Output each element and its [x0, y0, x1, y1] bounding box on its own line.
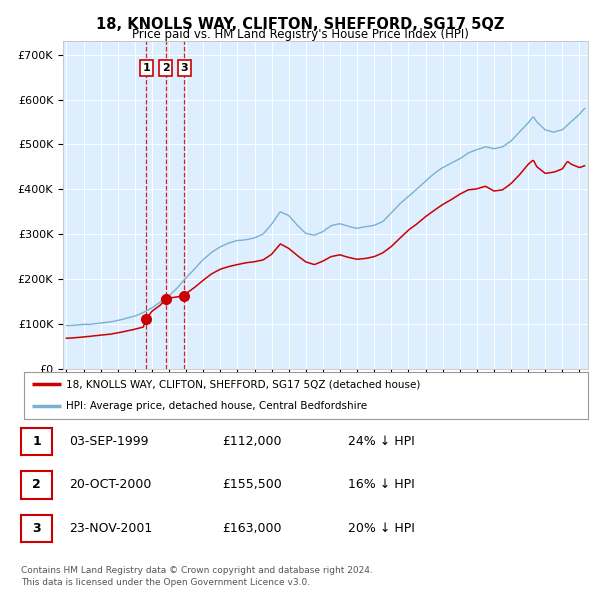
Text: £112,000: £112,000	[222, 435, 281, 448]
Text: 03-SEP-1999: 03-SEP-1999	[69, 435, 149, 448]
Text: 18, KNOLLS WAY, CLIFTON, SHEFFORD, SG17 5QZ (detached house): 18, KNOLLS WAY, CLIFTON, SHEFFORD, SG17 …	[66, 379, 421, 389]
Text: 23-NOV-2001: 23-NOV-2001	[69, 522, 152, 535]
Text: 20-OCT-2000: 20-OCT-2000	[69, 478, 151, 491]
Text: 3: 3	[32, 522, 41, 535]
Text: Contains HM Land Registry data © Crown copyright and database right 2024.
This d: Contains HM Land Registry data © Crown c…	[21, 566, 373, 587]
Text: 20% ↓ HPI: 20% ↓ HPI	[348, 522, 415, 535]
Text: 16% ↓ HPI: 16% ↓ HPI	[348, 478, 415, 491]
Text: 1: 1	[142, 63, 150, 73]
Text: 18, KNOLLS WAY, CLIFTON, SHEFFORD, SG17 5QZ: 18, KNOLLS WAY, CLIFTON, SHEFFORD, SG17 …	[96, 17, 504, 31]
Text: £155,500: £155,500	[222, 478, 282, 491]
Text: £163,000: £163,000	[222, 522, 281, 535]
Text: 2: 2	[32, 478, 41, 491]
Text: 24% ↓ HPI: 24% ↓ HPI	[348, 435, 415, 448]
Text: 1: 1	[32, 435, 41, 448]
Text: HPI: Average price, detached house, Central Bedfordshire: HPI: Average price, detached house, Cent…	[66, 401, 367, 411]
Text: 2: 2	[162, 63, 169, 73]
Text: Price paid vs. HM Land Registry's House Price Index (HPI): Price paid vs. HM Land Registry's House …	[131, 28, 469, 41]
Text: 3: 3	[181, 63, 188, 73]
